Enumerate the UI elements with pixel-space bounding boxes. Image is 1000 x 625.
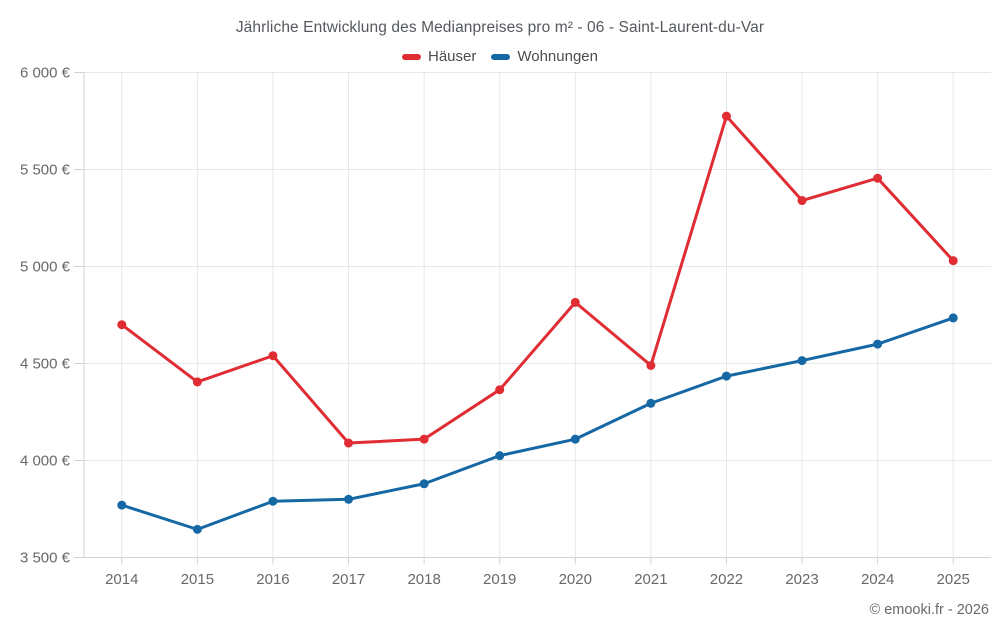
- data-point-häuser-2022[interactable]: [721, 111, 731, 121]
- x-axis-label: 2021: [634, 571, 667, 588]
- y-axis-label: 5 500 €: [20, 162, 71, 179]
- data-point-häuser-2016[interactable]: [268, 351, 278, 361]
- legend-marker-wohnungen-icon: [491, 53, 511, 60]
- x-axis-label: 2014: [105, 571, 138, 588]
- legend-label-haeuser: Häuser: [428, 48, 477, 65]
- x-axis-label: 2022: [710, 571, 743, 588]
- x-axis-label: 2020: [559, 571, 592, 588]
- y-axis-label: 5 000 €: [20, 259, 71, 276]
- copyright-watermark: © emooki.fr - 2026: [869, 602, 989, 618]
- data-point-wohnungen-2018[interactable]: [419, 479, 429, 489]
- y-axis-label: 4 000 €: [20, 453, 71, 470]
- data-point-häuser-2023[interactable]: [797, 196, 807, 206]
- data-point-wohnungen-2019[interactable]: [495, 451, 505, 461]
- data-point-häuser-2017[interactable]: [344, 438, 354, 448]
- data-point-wohnungen-2021[interactable]: [646, 398, 656, 408]
- data-point-wohnungen-2025[interactable]: [948, 313, 958, 323]
- data-point-wohnungen-2015[interactable]: [192, 524, 202, 534]
- data-point-häuser-2014[interactable]: [117, 320, 127, 330]
- data-point-häuser-2015[interactable]: [192, 377, 202, 387]
- legend: Häuser Wohnungen: [0, 48, 1000, 65]
- data-point-wohnungen-2017[interactable]: [344, 494, 354, 504]
- y-axis-label: 4 500 €: [20, 356, 71, 373]
- y-axis-label: 3 500 €: [20, 550, 71, 567]
- x-axis-label: 2019: [483, 571, 516, 588]
- x-axis-label: 2025: [937, 571, 970, 588]
- y-axis-label: 6 000 €: [20, 65, 71, 82]
- data-point-wohnungen-2014[interactable]: [117, 500, 127, 510]
- x-axis-label: 2023: [785, 571, 818, 588]
- legend-item-haeuser[interactable]: Häuser: [402, 48, 476, 65]
- data-point-wohnungen-2023[interactable]: [797, 356, 807, 366]
- data-point-wohnungen-2016[interactable]: [268, 496, 278, 506]
- data-point-wohnungen-2024[interactable]: [873, 339, 883, 349]
- data-point-häuser-2025[interactable]: [948, 256, 958, 266]
- data-point-wohnungen-2020[interactable]: [570, 434, 580, 444]
- data-point-häuser-2019[interactable]: [495, 385, 505, 395]
- series-line-wohnungen: [120, 316, 955, 531]
- chart-title: Jährliche Entwicklung des Medianpreises …: [235, 19, 765, 36]
- x-axis-label: 2017: [332, 571, 365, 588]
- x-axis-label: 2018: [407, 571, 440, 588]
- data-point-häuser-2024[interactable]: [873, 173, 883, 183]
- legend-item-wohnungen[interactable]: Wohnungen: [491, 48, 598, 65]
- data-point-häuser-2021[interactable]: [646, 360, 656, 370]
- series-line-häuser: [120, 114, 955, 445]
- data-point-wohnungen-2022[interactable]: [721, 371, 731, 381]
- data-point-häuser-2018[interactable]: [419, 434, 429, 444]
- x-axis-label: 2015: [181, 571, 214, 588]
- legend-label-wohnungen: Wohnungen: [517, 48, 598, 65]
- x-axis-label: 2016: [256, 571, 289, 588]
- x-axis-label: 2024: [861, 571, 894, 588]
- legend-marker-haeuser-icon: [402, 53, 421, 60]
- data-point-häuser-2020[interactable]: [570, 297, 580, 307]
